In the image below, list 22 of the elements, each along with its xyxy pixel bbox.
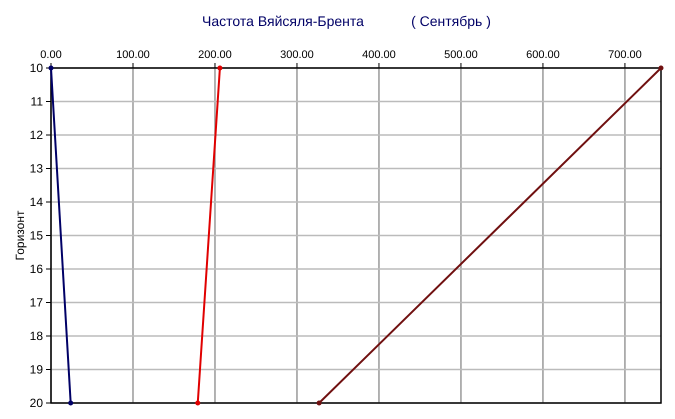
x-tick-label: 300.00 (280, 49, 314, 61)
y-tick-label: 10 (30, 61, 44, 76)
y-tick-label: 11 (30, 94, 44, 109)
x-tick-label: 400.00 (362, 49, 396, 61)
y-tick-label: 15 (30, 228, 44, 243)
y-tick-label: 13 (30, 162, 44, 176)
chart-subtitle: ( Сентябрь ) (411, 13, 491, 29)
y-tick-label: 12 (30, 128, 44, 142)
x-tick-label: 500.00 (444, 49, 478, 61)
y-tick-label: 20 (30, 396, 44, 410)
y-tick-label: 17 (30, 296, 44, 310)
y-tick-label: 19 (30, 362, 44, 377)
y-axis-title: Горизонт (13, 210, 27, 260)
y-tick-label: 14 (30, 195, 44, 210)
x-tick-label: 700.00 (608, 49, 642, 61)
chart-title: Частота Вяйсяля-Брента (202, 13, 364, 29)
x-tick-label: 600.00 (526, 49, 560, 61)
x-tick-label: 0.00 (40, 49, 62, 61)
x-tick-label: 100.00 (116, 49, 150, 61)
x-tick-label: 200.00 (198, 49, 232, 61)
y-tick-label: 16 (30, 262, 44, 276)
y-tick-label: 18 (30, 329, 44, 344)
